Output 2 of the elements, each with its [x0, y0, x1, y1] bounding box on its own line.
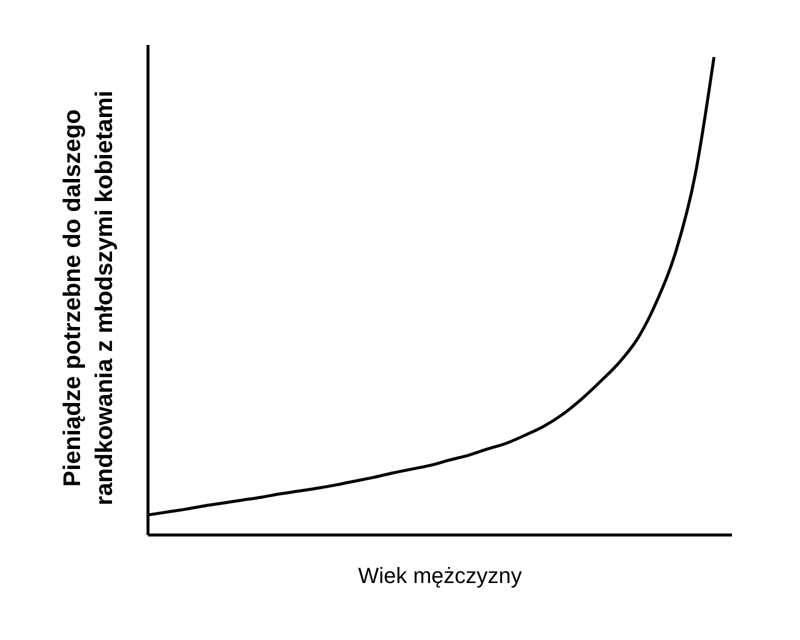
y-axis-title: Pieniądze potrzebne do dalszego randkowania z młodszymi kobietami: [59, 90, 118, 506]
x-axis-title: Wiek mężczyzny: [357, 563, 523, 589]
